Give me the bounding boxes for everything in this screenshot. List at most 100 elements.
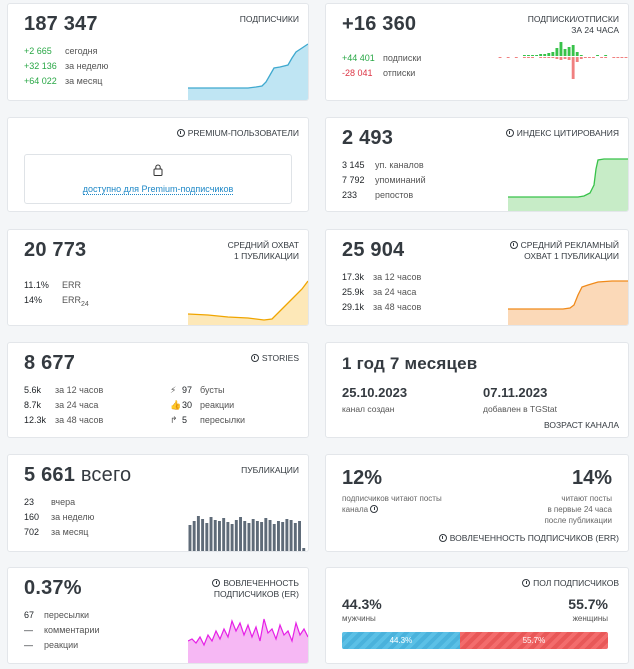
pubs-month-value: 702 — [24, 527, 40, 537]
publication-bar — [293, 523, 297, 551]
publications-stats: 23 вчера 160 за неделю 702 за месяц — [24, 495, 94, 540]
publication-bar — [230, 524, 234, 551]
reactions-label: реакции — [200, 400, 235, 410]
sub-bar — [571, 45, 575, 56]
unsub-bar — [563, 57, 567, 59]
average-reach-card[interactable]: 20 773 СРЕДНИЙ ОХВАТ 1 ПУБЛИКАЦИИ 11.1% ER… — [7, 229, 309, 326]
channel-age-card[interactable]: 1 год 7 месяцев 25.10.2023 канал создан … — [325, 342, 629, 438]
unsub-bar — [571, 57, 575, 79]
er-forwards-value: 67 — [24, 610, 35, 620]
publication-bar — [213, 520, 217, 551]
ad-reach-card[interactable]: 25 904 СРЕДНИЙ РЕКЛАМНЫЙ ОХВАТ 1 ПУБЛИКАЦ… — [325, 229, 629, 326]
publication-bar — [255, 521, 259, 551]
subscribers-count: 187 347 — [24, 13, 98, 35]
unsubscribes-label: отписки — [383, 68, 416, 78]
thumbs-up-icon: 👍 — [170, 400, 182, 410]
unsub-bar — [547, 57, 551, 58]
unsub-bar — [514, 57, 518, 58]
publication-bar — [243, 521, 247, 551]
premium-lock-box[interactable]: доступно для Premium-подписчиков — [24, 154, 292, 204]
created-date: 25.10.2023 — [342, 385, 408, 400]
stories-card[interactable]: 8 677 STORIES 5.6k за 12 часов 8.7k за 24 … — [7, 342, 309, 438]
info-icon — [212, 579, 221, 587]
err-value: 11.1% — [24, 280, 49, 290]
publication-bar — [196, 516, 200, 551]
publications-bar-chart — [188, 516, 306, 551]
publications-card[interactable]: 5 661 всего ПУБЛИКАЦИИ 23 вчера 160 за нед… — [7, 454, 309, 552]
info-icon — [505, 129, 514, 137]
unsub-bar — [551, 57, 555, 58]
publication-bar — [268, 520, 272, 551]
sub-unsub-bar-chart — [498, 42, 628, 79]
male-value: 44.3% — [342, 596, 382, 612]
subs-month-value: +64 022 — [24, 76, 57, 86]
publication-bar — [226, 522, 230, 551]
er-value: 0.37% — [24, 577, 82, 599]
mentions-value: 7 792 — [342, 175, 365, 185]
unsub-bar — [543, 57, 547, 58]
stories-stats: 5.6k за 12 часов 8.7k за 24 часа 12.3k за 4… — [24, 383, 103, 428]
reach-stats: 11.1% ERR 14% ERR24 — [24, 278, 89, 312]
stories-stats-2: ⚡ 97 бусты 👍 30 реакции ↱ 5 пересылки — [170, 383, 245, 428]
citation-label: ИНДЕКС ЦИТИРОВАНИЯ — [505, 128, 619, 139]
info-icon — [522, 579, 531, 587]
sub-bar — [543, 54, 547, 56]
publication-bar — [239, 517, 242, 551]
err-right-text: читают посты в первые 24 часа после публик… — [544, 494, 612, 525]
er-card[interactable]: 0.37% ВОВЛЕЧЕННОСТЬ ПОДПИСЧИКОВ (ER) 67 пе… — [7, 567, 309, 664]
subs-month-label: за месяц — [65, 76, 103, 86]
subscribers-label: ПОДПИСЧИКИ — [239, 14, 299, 24]
stories-12h-value: 5.6k — [24, 385, 42, 395]
premium-label: PREMIUM-ПОЛЬЗОВАТЕЛИ — [176, 128, 299, 139]
subscribes-label: подписки — [383, 53, 422, 63]
ad-reach-24h-label: за 24 часа — [373, 287, 417, 297]
ad-reach-24h-value: 25.9k — [342, 287, 365, 297]
info-icon — [370, 505, 379, 513]
err-right-value: 14% — [571, 467, 612, 489]
pubs-month-label: за месяц — [51, 527, 89, 537]
err-card[interactable]: 12% подписчиков читают посты канала 14% ч… — [325, 454, 629, 552]
publication-bar — [285, 519, 289, 551]
unsub-bar — [616, 57, 620, 58]
er-stats: 67 пересылки — комментарии — реакции — [24, 608, 99, 653]
publication-bar — [251, 519, 255, 551]
boosts-label: бусты — [200, 385, 225, 395]
female-value: 55.7% — [568, 596, 608, 612]
er-reactions-value: — — [24, 640, 33, 650]
publication-bar — [205, 523, 209, 551]
premium-users-card[interactable]: PREMIUM-ПОЛЬЗОВАТЕЛИ доступно для Premiu… — [7, 117, 309, 212]
sub-bar — [596, 55, 599, 56]
citation-stats: 3 145 уп. каналов 7 792 упоминаний 233 репо… — [342, 158, 426, 203]
sub-bar — [575, 52, 579, 56]
sub-bar — [559, 42, 563, 56]
mentioned-channels-label: уп. каналов — [375, 160, 424, 170]
publication-bar — [192, 521, 196, 551]
er-comments-value: — — [24, 625, 33, 635]
male-label: мужчины — [342, 614, 376, 623]
subs-today-value: +2 665 — [24, 46, 52, 56]
stories-48h-value: 12.3k — [24, 415, 47, 425]
unsub-bar — [539, 57, 543, 58]
stories-24h-label: за 24 часа — [55, 400, 99, 410]
stories-value: 8 677 — [24, 352, 76, 374]
sub-unsub-card[interactable]: +16 360 ПОДПИСКИ/ОТПИСКИ ЗА 24 ЧАСА +44 4… — [325, 3, 629, 101]
info-icon — [509, 241, 518, 249]
ad-reach-sparkline — [508, 280, 628, 325]
gender-card[interactable]: ПОЛ ПОДПИСЧИКОВ 44.3% мужчины 55.7% женщ… — [325, 567, 629, 664]
publication-bar — [247, 523, 251, 551]
citation-index-card[interactable]: 2 493 ИНДЕКС ЦИТИРОВАНИЯ 3 145 уп. канало… — [325, 117, 629, 212]
reposts-label: репостов — [375, 190, 414, 200]
premium-link[interactable]: доступно для Premium-подписчиков — [82, 184, 234, 195]
er-comments-label: комментарии — [44, 625, 100, 635]
publication-bar — [272, 524, 276, 551]
sub-bar — [539, 54, 543, 56]
subscribers-card[interactable]: 187 347 ПОДПИСЧИКИ +2 665 сегодня +32 136… — [7, 3, 309, 101]
reach-label: СРЕДНИЙ ОХВАТ 1 ПУБЛИКАЦИИ — [227, 240, 299, 261]
er-label: ВОВЛЕЧЕННОСТЬ ПОДПИСЧИКОВ (ER) — [212, 578, 299, 599]
subs-week-value: +32 136 — [24, 61, 57, 71]
err-left-value: 12% — [342, 467, 383, 489]
publication-bar — [222, 518, 226, 551]
publication-bar — [298, 521, 301, 551]
stories-48h-label: за 48 часов — [55, 415, 104, 425]
sub-bar — [555, 48, 559, 56]
